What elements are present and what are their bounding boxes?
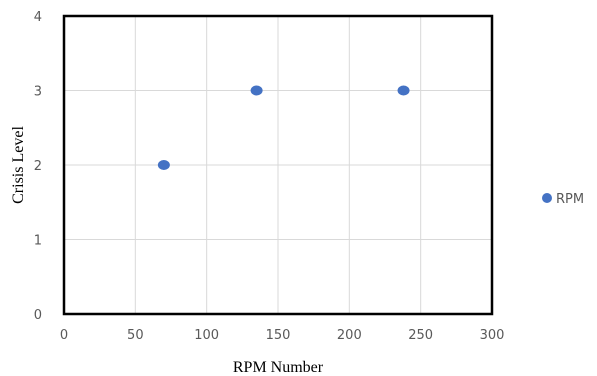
x-tick-label: 50 [127,328,144,343]
legend: RPM [542,192,584,207]
y-tick-label: 3 [34,85,42,100]
y-tick-label: 2 [34,159,42,174]
data-points [157,85,410,170]
y-axis-ticks: 0 1 2 3 4 [34,10,42,323]
x-tick-label: 200 [337,328,362,343]
x-tick-label: 100 [194,328,219,343]
y-tick-label: 1 [34,234,42,249]
y-axis-title: Crisis Level [10,126,27,204]
data-point [157,160,170,170]
plot-area-border [62,14,494,316]
x-axis-ticks: 0 50 100 150 200 250 300 [60,328,505,343]
legend-marker [542,193,552,203]
x-tick-label: 300 [480,328,505,343]
x-tick-label: 250 [408,328,433,343]
gridlines [63,15,493,315]
x-tick-label: 150 [266,328,291,343]
y-tick-label: 4 [34,10,42,25]
data-point [397,85,410,96]
data-point [250,85,263,96]
x-tick-label: 0 [60,328,68,343]
legend-label-rpm: RPM [556,192,584,207]
x-axis-title: RPM Number [233,359,324,376]
y-tick-label: 0 [34,308,42,323]
